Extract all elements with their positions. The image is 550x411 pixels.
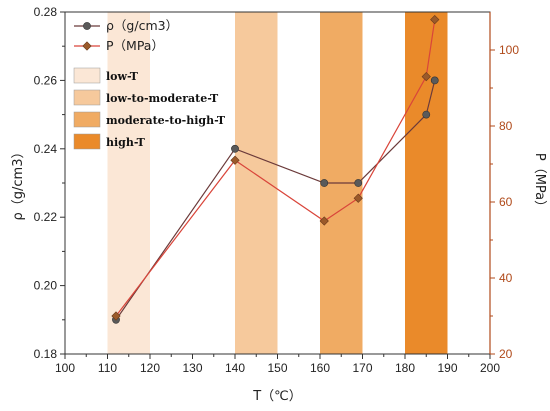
x-tick-label: 100 bbox=[55, 361, 75, 375]
data-point bbox=[111, 311, 121, 321]
band-label: moderate-to-high-T bbox=[106, 114, 226, 127]
data-point bbox=[430, 76, 439, 85]
series-line bbox=[115, 80, 436, 321]
x-tick-label: 130 bbox=[182, 361, 202, 375]
right-tick-label: 60 bbox=[499, 195, 513, 209]
x-tick-label: 150 bbox=[267, 361, 287, 375]
data-point bbox=[422, 110, 431, 119]
legend-label: P（MPa） bbox=[106, 38, 164, 53]
x-tick-label: 180 bbox=[395, 361, 415, 375]
band-label: high-T bbox=[106, 136, 146, 149]
data-point bbox=[421, 71, 431, 82]
left-axis-title: ρ（g/cm3） bbox=[11, 146, 26, 221]
left-tick-label: 0.18 bbox=[34, 347, 58, 361]
left-tick-label: 0.28 bbox=[34, 5, 58, 19]
series-pressure bbox=[111, 14, 440, 321]
left-tick-label: 0.20 bbox=[34, 279, 58, 293]
band-swatch bbox=[73, 111, 101, 128]
band-high-t bbox=[405, 12, 448, 354]
x-tick-label: 120 bbox=[140, 361, 160, 375]
x-tick-label: 200 bbox=[480, 361, 500, 375]
data-point bbox=[354, 179, 363, 187]
legend-marker bbox=[82, 41, 92, 51]
band-label: low-to-moderate-T bbox=[106, 92, 219, 105]
band-low-to-moderate-t bbox=[235, 12, 278, 354]
x-tick-label: 170 bbox=[352, 361, 372, 375]
band-label: low-T bbox=[106, 70, 139, 83]
legend-marker bbox=[83, 22, 91, 30]
band-legend: low-T low-to-moderate-T moderate-to-high-T… bbox=[73, 67, 226, 150]
series-legend: ρ（g/cm3） P（MPa） bbox=[74, 18, 178, 53]
data-point bbox=[230, 155, 240, 165]
x-axis-ticks: 100 110 120 130 140 150 160 170 180 190 200 bbox=[55, 354, 500, 375]
temperature-bands bbox=[107, 12, 448, 354]
series-line bbox=[115, 19, 436, 317]
data-point bbox=[353, 193, 363, 203]
data-point bbox=[430, 14, 440, 25]
band-swatch bbox=[73, 67, 101, 84]
right-tick-label: 20 bbox=[499, 347, 513, 361]
band-low-t bbox=[107, 12, 150, 354]
data-point bbox=[320, 179, 329, 187]
data-point bbox=[231, 144, 239, 153]
left-axis-ticks: 0.18 0.20 0.22 0.24 0.26 0.28 bbox=[34, 5, 65, 361]
data-point bbox=[319, 216, 329, 226]
x-tick-label: 190 bbox=[437, 361, 457, 375]
right-tick-label: 100 bbox=[499, 43, 519, 57]
left-tick-label: 0.22 bbox=[34, 210, 58, 224]
left-tick-label: 0.26 bbox=[34, 73, 58, 87]
right-axis-title: P（MPa） bbox=[532, 153, 547, 213]
x-tick-label: 110 bbox=[98, 361, 117, 375]
left-tick-label: 0.24 bbox=[34, 142, 58, 156]
x-tick-label: 160 bbox=[310, 361, 330, 375]
x-axis-title: T（℃） bbox=[252, 389, 302, 404]
x-tick-label: 140 bbox=[225, 361, 245, 375]
right-tick-label: 80 bbox=[499, 119, 513, 133]
right-axis-ticks: 20 40 60 80 100 bbox=[490, 43, 519, 361]
legend-label: ρ（g/cm3） bbox=[106, 18, 178, 33]
band-swatch bbox=[73, 89, 101, 106]
band-swatch bbox=[73, 133, 101, 150]
right-tick-label: 40 bbox=[499, 271, 513, 285]
